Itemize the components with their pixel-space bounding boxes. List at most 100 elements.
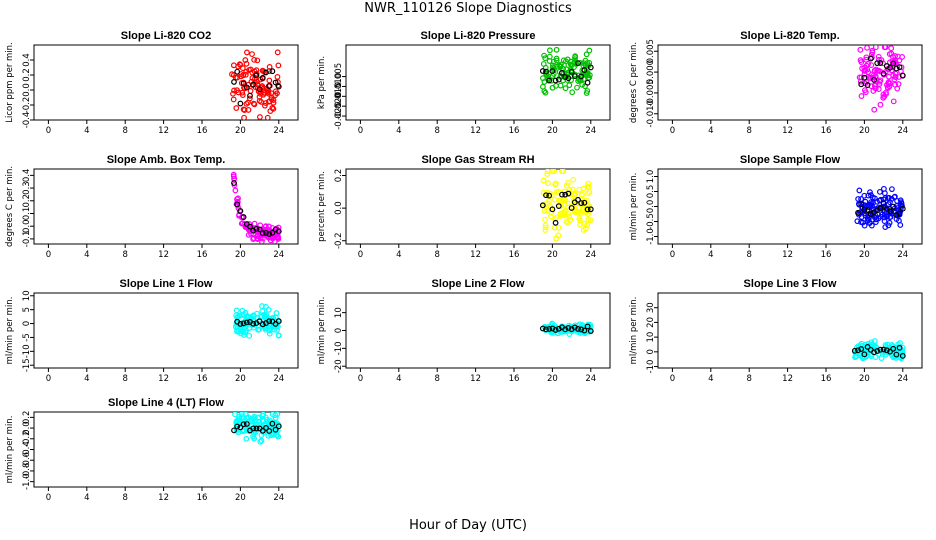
panel-title: Slope Li-820 Pressure	[421, 30, 536, 42]
y-tick-label: 0.5	[646, 185, 656, 199]
data-point-reference	[546, 326, 553, 332]
data-point	[542, 64, 549, 71]
x-tick-label: 0	[358, 126, 363, 136]
data-point	[856, 187, 863, 194]
data-point-reference	[575, 326, 581, 332]
data-point-reference	[581, 67, 588, 73]
x-tick-label: 0	[670, 374, 675, 384]
data-point	[868, 192, 874, 198]
data-point	[869, 54, 875, 61]
x-axis-title: Hour of Day (UTC)	[409, 518, 527, 533]
y-axis-label: Licor ppm per min.	[5, 42, 15, 123]
y-tick-label: -0.2	[22, 430, 32, 447]
data-point	[580, 227, 587, 233]
data-point	[237, 62, 244, 68]
y-tick-label: 0.005	[646, 39, 656, 63]
data-point	[579, 191, 585, 198]
x-tick-label: 20	[859, 126, 870, 136]
data-point-reference	[571, 324, 578, 331]
x-tick-label: 24	[273, 374, 284, 384]
data-point	[574, 84, 580, 91]
data-point-reference	[559, 191, 565, 198]
panel-title: Slope Line 4 (LT) Flow	[108, 397, 224, 409]
data-point	[251, 430, 257, 437]
data-point	[852, 353, 859, 360]
x-tick-label: 16	[509, 126, 520, 136]
data-point-reference	[883, 347, 890, 354]
data-point	[568, 191, 575, 198]
data-point	[576, 186, 583, 193]
data-point	[881, 190, 888, 197]
y-tick-label: 10	[334, 307, 344, 318]
x-tick-label: 24	[585, 250, 596, 260]
y-tick-label: 0.4	[22, 53, 32, 67]
data-point	[230, 72, 237, 78]
y-tick-label: -0.010	[334, 73, 344, 100]
x-tick-label: 20	[547, 374, 558, 384]
y-tick-label: -20	[334, 359, 344, 373]
data-point	[889, 58, 896, 64]
points-layer	[851, 338, 906, 362]
data-point	[553, 46, 560, 53]
x-tick-label: 8	[122, 126, 127, 136]
data-point-reference	[269, 229, 276, 236]
panel-title: Slope Line 1 Flow	[120, 278, 213, 290]
points-layer	[232, 303, 282, 339]
chart-panel: Slope Gas Stream RH 0 4 8 12 16 20 24 -0.2 0.0 0.2…	[317, 154, 611, 260]
data-point	[243, 435, 250, 442]
data-point	[857, 57, 864, 64]
data-point-reference	[269, 68, 276, 75]
data-point-reference	[234, 68, 241, 75]
y-tick-label: -0.4	[22, 441, 32, 458]
data-point	[566, 187, 573, 193]
data-point	[882, 45, 889, 51]
data-point-reference	[240, 320, 247, 327]
data-point-reference	[555, 76, 562, 83]
data-point	[562, 197, 569, 204]
data-point	[586, 189, 593, 195]
data-point-reference	[240, 80, 247, 87]
data-point	[274, 233, 281, 240]
data-point	[263, 303, 269, 310]
data-point-reference	[539, 325, 546, 332]
x-tick-label: 0	[358, 374, 363, 384]
data-point	[241, 107, 248, 113]
data-point	[230, 173, 237, 180]
x-tick-label: 20	[859, 374, 870, 384]
x-tick-label: 4	[396, 374, 401, 384]
data-point-reference	[851, 347, 858, 354]
data-point-reference	[237, 208, 244, 214]
data-point-reference	[861, 74, 868, 81]
data-point-reference	[263, 425, 269, 431]
x-tick-label: 24	[897, 250, 908, 260]
x-tick-label: 8	[122, 374, 127, 384]
data-point	[261, 314, 268, 320]
x-tick-label: 16	[197, 374, 208, 384]
data-point	[249, 51, 255, 58]
data-point	[585, 180, 592, 187]
data-point	[871, 67, 878, 74]
data-point	[587, 217, 594, 224]
data-point	[897, 197, 904, 204]
y-tick-label: -5	[22, 333, 32, 341]
data-point	[563, 58, 569, 65]
data-point	[584, 222, 590, 229]
x-tick-label: 4	[708, 374, 713, 384]
data-point	[876, 78, 883, 85]
data-point	[861, 67, 868, 74]
data-point	[880, 94, 887, 101]
data-point-reference	[587, 328, 594, 334]
x-tick-label: 8	[746, 250, 751, 260]
data-point	[544, 207, 551, 214]
data-point	[880, 91, 887, 98]
data-point-reference	[539, 68, 546, 74]
data-point	[871, 106, 878, 113]
data-point	[557, 82, 564, 89]
data-point-reference	[275, 318, 282, 325]
data-point-reference	[864, 343, 871, 350]
data-point	[256, 93, 263, 100]
data-point	[260, 412, 267, 418]
x-tick-label: 16	[197, 250, 208, 260]
data-point-reference	[275, 228, 282, 235]
data-point-reference	[581, 327, 588, 334]
